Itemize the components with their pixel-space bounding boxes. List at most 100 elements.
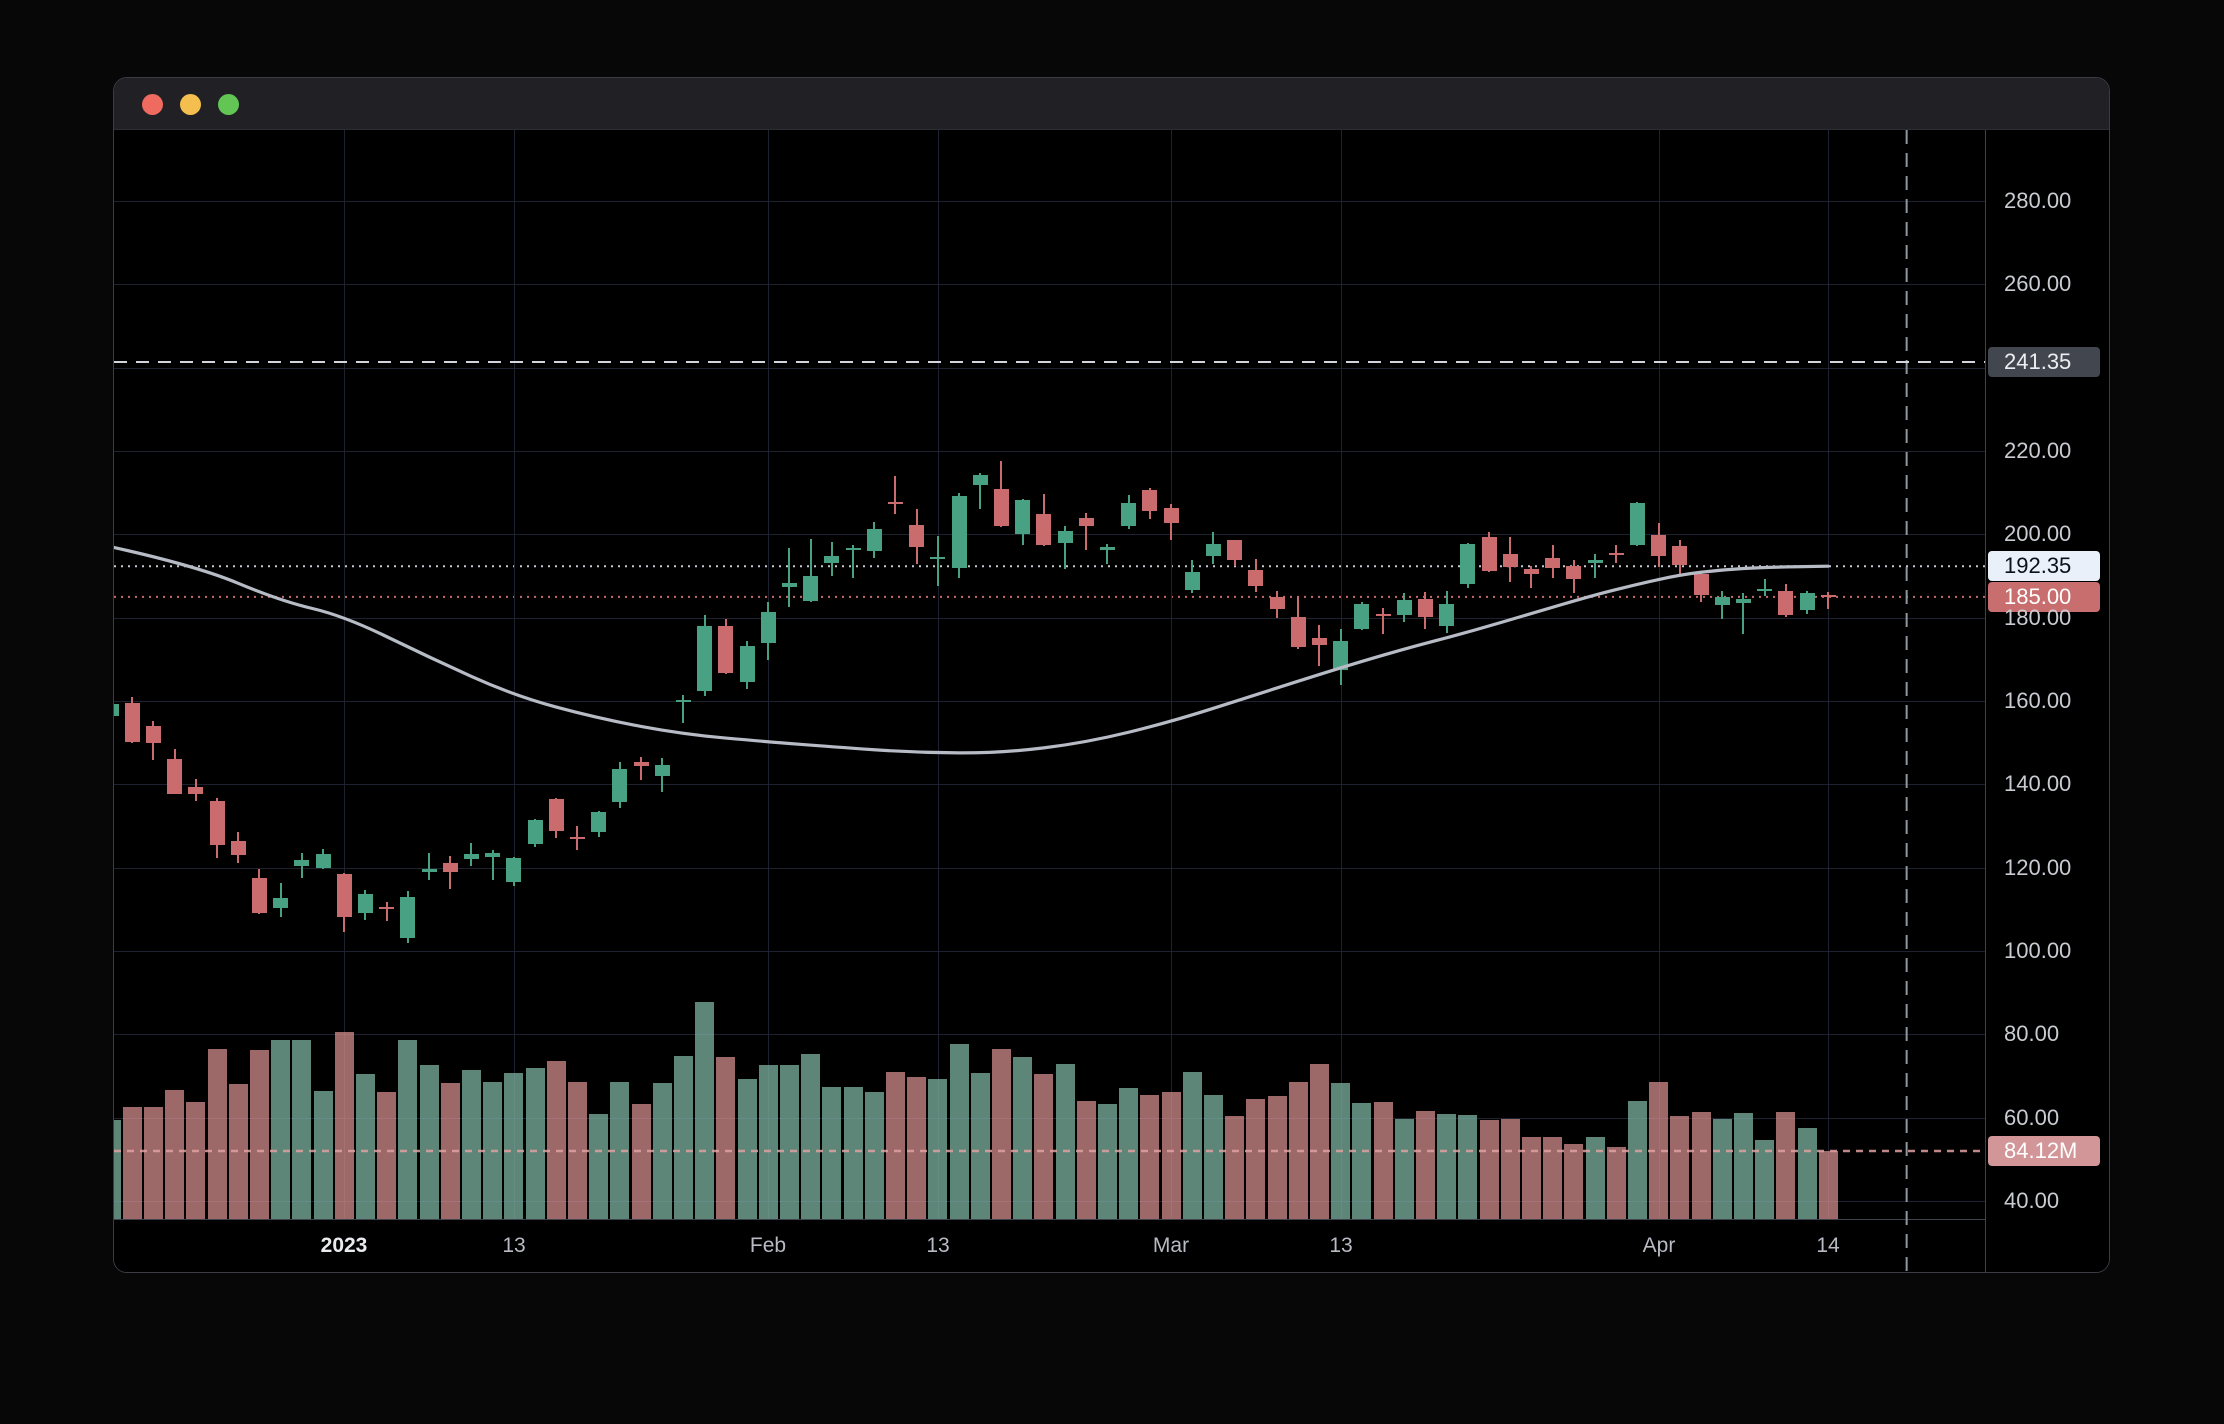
candle-body (824, 556, 840, 564)
volume-bar (1458, 1114, 1478, 1219)
candle-body (1502, 554, 1518, 567)
volume-bar (1627, 1101, 1647, 1219)
price-gridline (114, 951, 1985, 952)
candle-body (633, 762, 649, 766)
price-gridline (114, 1034, 1985, 1036)
window-titlebar[interactable] (114, 78, 2109, 130)
candle-body (1481, 537, 1497, 572)
volume-bar (292, 1039, 312, 1219)
volume-bar (716, 1057, 736, 1219)
candle-body (1566, 566, 1582, 580)
volume-bar (589, 1113, 609, 1219)
volume-bar (1521, 1136, 1541, 1219)
candle-body (1693, 573, 1709, 595)
volume-bar (631, 1104, 651, 1219)
volume-bar (1818, 1151, 1838, 1219)
volume-bar (1013, 1057, 1033, 1219)
volume-bar (1564, 1143, 1584, 1219)
volume-bar (313, 1091, 333, 1219)
price-tick-label: 280.00 (2004, 188, 2072, 213)
price-tick-label: 80.00 (2004, 1021, 2060, 1047)
volume-bar (1161, 1092, 1181, 1219)
candle-body (1121, 502, 1137, 526)
candle-wick (428, 853, 430, 880)
volume-bar (249, 1050, 269, 1219)
volume-bar (843, 1087, 863, 1219)
volume-bar (1543, 1137, 1563, 1219)
candle-body (1587, 559, 1603, 563)
volume-bar (546, 1061, 566, 1219)
volume-bar (419, 1065, 439, 1219)
volume-bar (1097, 1104, 1117, 1219)
time-axis-label: 13 (502, 1234, 526, 1257)
candle-body (951, 495, 967, 568)
price-tick-label: 100.00 (2004, 938, 2072, 963)
time-axis-label: Feb (749, 1234, 787, 1257)
candle-body (569, 837, 585, 840)
volume-bar (165, 1089, 185, 1219)
time-gridline (938, 130, 939, 1219)
candle-body (697, 626, 713, 691)
volume-bar (695, 1002, 715, 1219)
candle-body (1099, 547, 1115, 550)
volume-bar (1373, 1101, 1393, 1219)
volume-bar (652, 1083, 672, 1219)
candle-wick (385, 902, 388, 922)
volume-bar (398, 1040, 418, 1219)
minimize-button[interactable] (180, 94, 201, 115)
volume-bar (1670, 1116, 1690, 1219)
candle-body (421, 868, 437, 872)
volume-bar (1394, 1118, 1414, 1219)
volume-bar (122, 1106, 142, 1219)
candle-body (1672, 545, 1688, 566)
candle-body (1629, 503, 1645, 545)
volume-bar (1203, 1094, 1223, 1219)
close-button[interactable] (142, 94, 163, 115)
candle-wick (491, 850, 494, 881)
volume-bar (207, 1049, 227, 1219)
candle-body (1651, 534, 1667, 557)
candle-body (909, 525, 925, 548)
candle-body (739, 645, 755, 682)
candle-body (1163, 508, 1179, 523)
candle-body (124, 702, 140, 742)
volume-bar (1415, 1110, 1435, 1219)
candle-body (845, 547, 861, 550)
candle-body (1057, 530, 1073, 543)
candle-body (972, 475, 988, 486)
candle-body (336, 874, 352, 918)
price-tick-label: 60.00 (2004, 1104, 2060, 1130)
candle-body (654, 765, 670, 777)
volume-bar (377, 1092, 397, 1219)
candle-wick (1721, 591, 1724, 619)
candle-wick (894, 476, 897, 515)
volume-bar (1712, 1118, 1732, 1219)
price-gridline (114, 701, 1985, 702)
candle-wick (1382, 607, 1384, 635)
candle-body (1417, 598, 1433, 618)
volume-bar (1034, 1073, 1054, 1219)
time-axis-label: 2023 (320, 1234, 368, 1257)
volume-bar (271, 1040, 291, 1219)
candle-body (273, 898, 289, 908)
candle-body (1735, 598, 1751, 603)
price-scale[interactable]: 241.35 192.35 185.00 84.12M 280.00 260.00… (1985, 130, 2109, 1272)
candle-body (400, 896, 416, 939)
volume-bar (186, 1101, 206, 1219)
candle-body (209, 801, 225, 846)
volume-bar (1649, 1081, 1669, 1219)
time-axis[interactable]: 2023 13 Feb 13 Mar 13 Apr 14 (114, 1219, 1985, 1272)
volume-bar (1437, 1113, 1457, 1219)
last-price-label: 185.00 (1988, 581, 2100, 612)
volume-bar (1055, 1063, 1075, 1219)
candlestick-plot-area[interactable] (114, 130, 1985, 1219)
candle-body (167, 759, 183, 794)
zoom-button[interactable] (218, 94, 239, 115)
candle-body (612, 768, 628, 802)
volume-bar (885, 1071, 905, 1219)
volume-bar (567, 1081, 587, 1219)
candle-body (1439, 604, 1455, 626)
candle-wick (1318, 624, 1321, 666)
price-tick-label: 180.00 (2004, 604, 2072, 630)
candle-wick (470, 842, 473, 866)
